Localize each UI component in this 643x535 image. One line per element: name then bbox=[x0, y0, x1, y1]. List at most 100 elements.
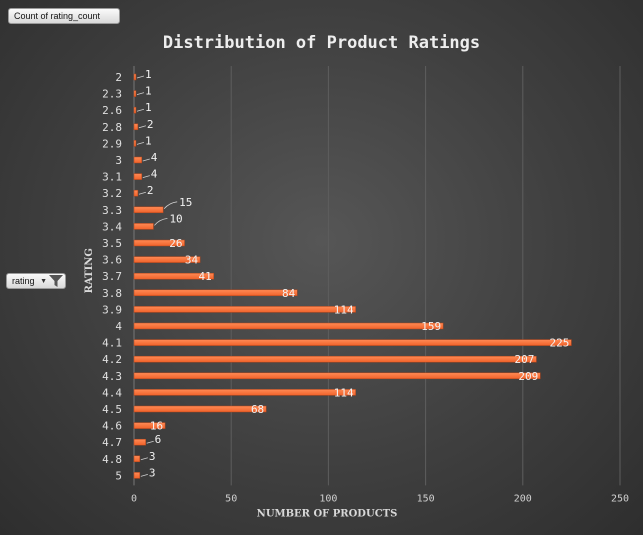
bar bbox=[133, 239, 185, 247]
x-tick-label: 150 bbox=[417, 493, 435, 504]
data-label: 159 bbox=[421, 320, 441, 333]
x-axis-title: NUMBER OF PRODUCTS bbox=[257, 508, 398, 519]
y-tick-label: 4.1 bbox=[102, 337, 122, 350]
data-label: 1 bbox=[145, 85, 152, 98]
data-label-leader bbox=[136, 142, 145, 145]
y-tick-label: 4.5 bbox=[102, 403, 122, 416]
data-label: 4 bbox=[151, 151, 158, 164]
bar bbox=[133, 355, 537, 363]
y-tick-label: 2.3 bbox=[102, 88, 122, 101]
bar bbox=[133, 156, 143, 164]
filter-icon[interactable] bbox=[49, 275, 63, 287]
bar bbox=[133, 405, 267, 413]
y-tick-label: 3.8 bbox=[102, 287, 122, 300]
y-tick-label: 5 bbox=[115, 469, 122, 482]
x-tick-label: 200 bbox=[514, 493, 532, 504]
bar bbox=[133, 422, 166, 429]
dropdown-icon[interactable]: ▼ bbox=[40, 277, 47, 285]
bar bbox=[133, 106, 137, 114]
bar bbox=[133, 306, 356, 313]
bar bbox=[133, 90, 137, 97]
data-label: 16 bbox=[150, 420, 163, 433]
y-tick-label: 3.3 bbox=[102, 204, 122, 217]
y-tick-label: 3.5 bbox=[102, 237, 122, 250]
bar bbox=[133, 389, 356, 396]
values-field-label: Count of rating_count bbox=[14, 11, 101, 21]
data-label-leader bbox=[140, 474, 148, 477]
y-tick-label: 4.6 bbox=[102, 420, 122, 433]
data-label-leader bbox=[146, 440, 154, 444]
data-label-leader bbox=[140, 457, 148, 461]
bar bbox=[133, 339, 572, 346]
bar bbox=[133, 372, 541, 380]
data-label-leader bbox=[138, 125, 146, 129]
data-label-leader bbox=[138, 191, 146, 195]
data-label-leader bbox=[142, 158, 150, 162]
data-label-leader bbox=[136, 92, 145, 95]
bar bbox=[133, 438, 146, 446]
data-label: 1 bbox=[145, 68, 152, 81]
data-label-leader bbox=[142, 175, 150, 178]
data-label: 3 bbox=[149, 450, 156, 463]
bar bbox=[133, 206, 164, 214]
y-axis-title: RATING bbox=[84, 248, 95, 293]
y-tick-label: 3.1 bbox=[102, 171, 122, 184]
bar bbox=[133, 455, 141, 463]
y-tick-label: 2 bbox=[115, 71, 122, 84]
data-label: 207 bbox=[515, 353, 535, 366]
data-label: 114 bbox=[334, 303, 354, 316]
data-label: 15 bbox=[179, 196, 192, 209]
y-tick-label: 3.4 bbox=[102, 220, 122, 233]
bar bbox=[133, 73, 137, 81]
y-tick-label: 4.7 bbox=[102, 436, 122, 449]
chart-title: Distribution of Product Ratings bbox=[162, 33, 481, 53]
x-tick-label: 50 bbox=[225, 493, 237, 504]
bar bbox=[133, 189, 139, 197]
data-label: 10 bbox=[169, 212, 182, 225]
y-tick-label: 4 bbox=[115, 320, 122, 333]
bar bbox=[133, 256, 201, 263]
data-label-leader bbox=[154, 218, 168, 226]
bar bbox=[133, 173, 143, 180]
rating-filter-label: rating bbox=[12, 276, 35, 286]
data-label: 225 bbox=[550, 337, 570, 350]
rating-filter-button[interactable]: rating ▼ bbox=[6, 273, 66, 289]
data-label-leader bbox=[163, 201, 178, 210]
data-label: 2 bbox=[147, 118, 154, 131]
x-tick-label: 0 bbox=[131, 493, 137, 504]
y-tick-label: 4.4 bbox=[102, 386, 122, 399]
data-label: 41 bbox=[198, 270, 211, 283]
data-label: 6 bbox=[155, 433, 162, 446]
data-label: 1 bbox=[145, 134, 152, 147]
y-tick-label: 2.9 bbox=[102, 137, 122, 150]
y-tick-label: 3.7 bbox=[102, 270, 122, 283]
y-tick-label: 4.8 bbox=[102, 453, 122, 466]
y-tick-label: 3.2 bbox=[102, 187, 122, 200]
data-label: 26 bbox=[169, 237, 182, 250]
y-tick-label: 3 bbox=[115, 154, 122, 167]
data-label: 4 bbox=[151, 168, 158, 181]
data-label: 84 bbox=[282, 287, 296, 300]
data-label: 209 bbox=[518, 370, 538, 383]
bar bbox=[133, 272, 214, 280]
y-tick-label: 4.2 bbox=[102, 353, 122, 366]
y-tick-label: 3.6 bbox=[102, 254, 122, 267]
y-tick-label: 3.9 bbox=[102, 303, 122, 316]
values-field-button[interactable]: Count of rating_count bbox=[8, 8, 120, 24]
data-label: 3 bbox=[149, 466, 156, 479]
x-tick-label: 250 bbox=[611, 493, 629, 504]
y-tick-label: 2.8 bbox=[102, 121, 122, 134]
bar bbox=[133, 140, 137, 147]
data-label: 114 bbox=[334, 386, 354, 399]
data-label-leader bbox=[136, 75, 145, 79]
bar bbox=[133, 123, 139, 131]
data-label: 68 bbox=[251, 403, 264, 416]
data-label: 2 bbox=[147, 184, 154, 197]
bar bbox=[133, 223, 154, 230]
y-tick-label: 2.6 bbox=[102, 104, 122, 117]
y-tick-label: 4.3 bbox=[102, 370, 122, 383]
data-label: 1 bbox=[145, 101, 152, 114]
bar bbox=[133, 289, 298, 297]
data-label-leader bbox=[136, 108, 145, 112]
